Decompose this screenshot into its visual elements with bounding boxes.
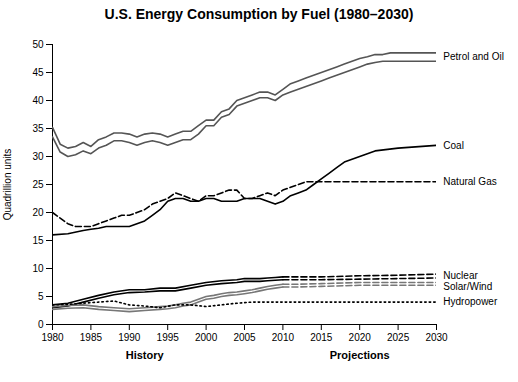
svg-text:1980: 1980 xyxy=(41,332,64,343)
svg-text:1990: 1990 xyxy=(118,332,141,343)
svg-text:30: 30 xyxy=(32,151,44,162)
svg-text:5: 5 xyxy=(38,291,44,302)
html-text:U.S. Energy Consumption by Fue: U.S. Energy Consumption by Fuel (1980–20… xyxy=(104,6,414,22)
svg-text:Projections: Projections xyxy=(330,349,390,361)
svg-text:1985: 1985 xyxy=(80,332,103,343)
svg-text:Nuclear: Nuclear xyxy=(443,270,478,281)
svg-text:Natural Gas: Natural Gas xyxy=(443,176,496,187)
svg-text:Coal: Coal xyxy=(443,140,464,151)
svg-text:50: 50 xyxy=(32,39,44,50)
svg-text:2000: 2000 xyxy=(195,332,218,343)
svg-text:Solar/Wind: Solar/Wind xyxy=(443,281,492,292)
svg-text:2030: 2030 xyxy=(425,332,448,343)
svg-text:45: 45 xyxy=(32,67,44,78)
svg-text:2010: 2010 xyxy=(272,332,295,343)
svg-text:2020: 2020 xyxy=(349,332,372,343)
svg-text:20: 20 xyxy=(32,207,44,218)
svg-text:25: 25 xyxy=(32,179,44,190)
svg-text:15: 15 xyxy=(32,235,44,246)
svg-text:2015: 2015 xyxy=(310,332,333,343)
svg-text:Petrol and Oil: Petrol and Oil xyxy=(443,51,504,62)
svg-text:Hydropower: Hydropower xyxy=(443,296,498,307)
svg-text:1995: 1995 xyxy=(157,332,180,343)
svg-text:10: 10 xyxy=(32,263,44,274)
svg-text:40: 40 xyxy=(32,95,44,106)
svg-text:History: History xyxy=(126,349,165,361)
svg-text:2025: 2025 xyxy=(387,332,410,343)
svg-text:35: 35 xyxy=(32,123,44,134)
svg-text:Quadrillion units: Quadrillion units xyxy=(2,149,13,221)
svg-text:2005: 2005 xyxy=(233,332,256,343)
svg-text:0: 0 xyxy=(38,319,44,330)
